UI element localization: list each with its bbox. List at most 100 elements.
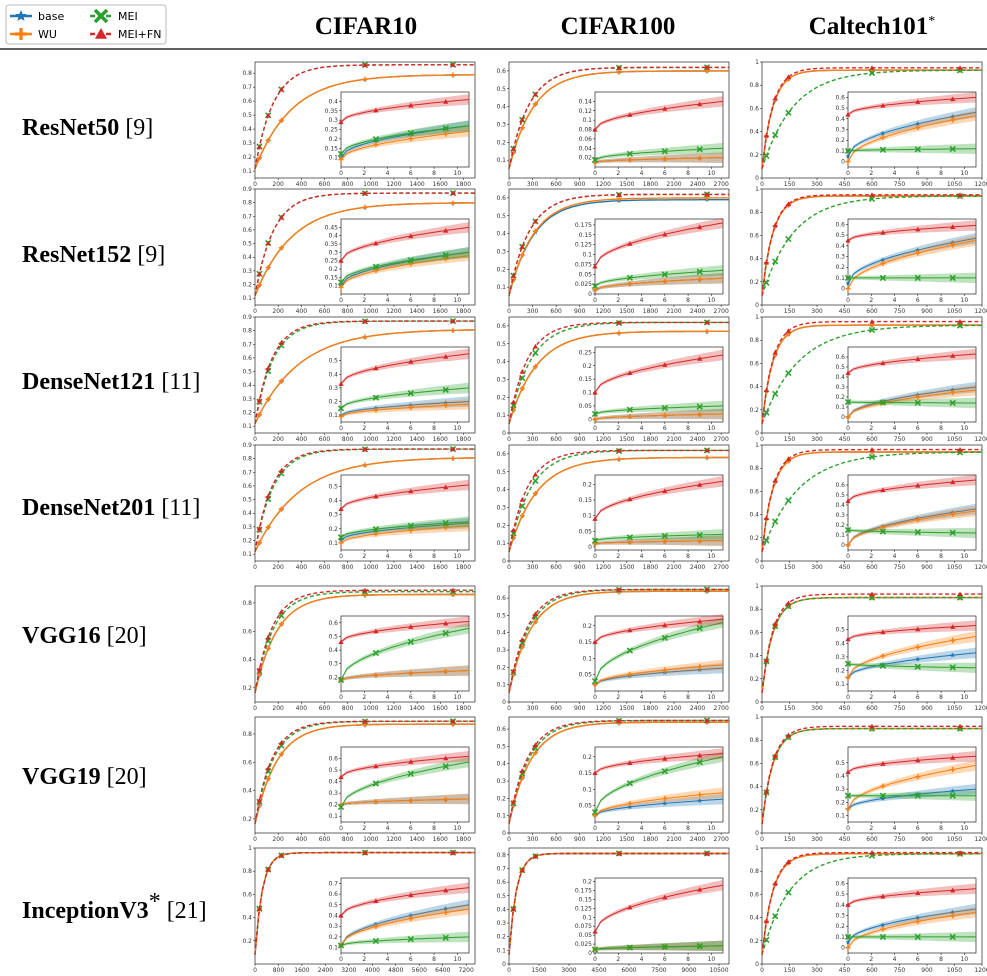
main-marker-meifn bbox=[256, 525, 262, 531]
inset-axis-xtick-label: 6 bbox=[663, 956, 667, 963]
main-axis-ytick-label: 0.6 bbox=[496, 68, 506, 75]
main-axis-xtick-label: 750 bbox=[894, 436, 906, 443]
inset-axis-ytick-label: 0 bbox=[841, 542, 845, 549]
inset-marker-meifn bbox=[373, 898, 379, 904]
inset-axis-xtick-label: 0 bbox=[339, 425, 343, 432]
inset-axis-ytick-label: 0.1 bbox=[328, 155, 338, 162]
main-axis-xtick-label: 200 bbox=[272, 436, 284, 443]
inset-marker-meifn bbox=[627, 760, 633, 765]
main-marker-meifn bbox=[362, 718, 368, 724]
main-axis-xtick-label: 750 bbox=[894, 705, 906, 712]
inset-marker-meifn bbox=[662, 362, 668, 367]
main-marker-meifn bbox=[957, 192, 963, 197]
main-axis-xtick-label: 1500 bbox=[531, 967, 546, 974]
main-axis-xtick-label: 750 bbox=[894, 308, 906, 315]
main-marker-mei bbox=[532, 349, 539, 357]
main-marker-meifn bbox=[772, 349, 778, 355]
inset-line-mei bbox=[340, 387, 470, 409]
inset-axis-xtick-label: 6 bbox=[916, 170, 920, 177]
inset-axis-ytick-label: 0.6 bbox=[835, 94, 845, 101]
inset-line-base bbox=[594, 798, 724, 816]
main-marker-meifn bbox=[278, 740, 284, 745]
main-marker-wu bbox=[256, 540, 262, 546]
inset-marker-wu bbox=[592, 416, 598, 422]
main-axis-ytick-label: 0 bbox=[502, 961, 506, 968]
inset-axis-xtick-label: 0 bbox=[339, 297, 343, 304]
main-axis-xtick-label: 0 bbox=[760, 436, 764, 443]
inset-axis-xtick-label: 10 bbox=[454, 553, 462, 560]
main-axis-ytick-label: 0.4 bbox=[496, 630, 506, 637]
inset-marker-meifn bbox=[443, 99, 449, 104]
main-axis-ytick-label: 0.4 bbox=[749, 512, 759, 519]
inset-band-mei bbox=[848, 527, 976, 539]
main-marker-wu bbox=[278, 506, 284, 512]
inset-marker-meifn bbox=[915, 626, 921, 632]
main-axis-xtick-label: 1000 bbox=[363, 836, 378, 843]
inset-axis-ytick-label: 0 bbox=[841, 945, 845, 952]
main-axis-xtick-label: 1000 bbox=[363, 308, 378, 315]
inset-marker-base bbox=[373, 528, 379, 534]
main-marker-meifn bbox=[362, 587, 368, 593]
inset-axis-frame bbox=[847, 218, 977, 295]
inset-marker-wu bbox=[443, 668, 449, 675]
inset-axis-xtick-label: 2 bbox=[362, 297, 366, 304]
main-axis-xtick-label: 1800 bbox=[643, 705, 658, 712]
inset-axis-ytick-label: 0.3 bbox=[328, 512, 338, 519]
inset-marker-meifn bbox=[915, 890, 921, 895]
main-axis-ytick-label: 0.6 bbox=[749, 760, 759, 767]
main-axis-xtick-label: 2400 bbox=[318, 967, 333, 974]
main-marker-wu bbox=[519, 385, 525, 392]
main-axis-ytick-label: 0.2 bbox=[749, 407, 759, 414]
main-marker-meifn bbox=[957, 65, 963, 70]
inset-axis-ytick-label: 0.1 bbox=[582, 786, 592, 793]
main-line-meifn bbox=[254, 192, 475, 296]
inset-axis-ytick-label: 0.45 bbox=[325, 224, 339, 231]
main-axis-ytick-label: 0.3 bbox=[496, 647, 506, 654]
inset-marker-base bbox=[443, 522, 449, 527]
legend-item-mei: MEI bbox=[90, 8, 138, 24]
inset-axis-xtick-label: 0 bbox=[339, 825, 343, 832]
inset-axis-xtick-label: 10 bbox=[708, 170, 716, 177]
main-axis-xtick-label: 900 bbox=[574, 705, 586, 712]
inset-marker-meifn bbox=[697, 101, 703, 107]
inset-marker-wu bbox=[845, 286, 851, 292]
inset-line-mei bbox=[340, 251, 470, 283]
main-marker-mei bbox=[763, 152, 770, 159]
main-marker-meifn bbox=[450, 446, 456, 452]
inset-axis-xtick-label: 4 bbox=[893, 170, 897, 177]
main-marker-meifn bbox=[772, 477, 778, 483]
main-axis-ytick-label: 0.4 bbox=[242, 126, 252, 133]
inset-marker-mei bbox=[591, 946, 599, 953]
main-marker-meifn bbox=[519, 768, 525, 773]
main-axis-xtick-label: 300 bbox=[811, 564, 823, 571]
inset-axis-ytick-label: 0.5 bbox=[835, 232, 845, 239]
main-axis-xtick-label: 300 bbox=[527, 705, 539, 712]
panel-r5-c2: 0 150 300 450 600 750 900 1050 1200 0 0.2 0.4 0.6 0.8… bbox=[749, 714, 987, 843]
main-axis-ytick-label: 0.4 bbox=[496, 487, 506, 494]
inset-marker-meifn bbox=[880, 102, 886, 108]
inset: 0 2 4 6 8 10 0.05 0.1 0.15 0.2 bbox=[579, 746, 724, 832]
inset-marker-mei bbox=[591, 156, 599, 164]
inset-marker-wu bbox=[373, 672, 379, 678]
main-axis-xtick-label: 1200 bbox=[974, 705, 987, 712]
inset-axis-ytick-label: 0.2 bbox=[328, 399, 338, 406]
inset-axis-xtick-label: 4 bbox=[640, 297, 644, 304]
inset-line-base bbox=[847, 111, 977, 157]
main-axis-xtick-label: 0 bbox=[760, 705, 764, 712]
main-marker-mei bbox=[772, 131, 779, 139]
inset-band-wu bbox=[341, 903, 469, 947]
inset-axis-xtick-label: 6 bbox=[409, 956, 413, 963]
inset-axis-ytick-label: 0.1 bbox=[582, 252, 592, 259]
inset-axis-ytick-label: 0.4 bbox=[835, 374, 845, 381]
main-marker-wu bbox=[450, 72, 456, 78]
main-marker-meifn bbox=[763, 132, 769, 138]
main-axis-ytick-label: 0.1 bbox=[242, 551, 252, 558]
main-axis-xtick-label: 600 bbox=[866, 308, 878, 315]
inset-marker-wu bbox=[662, 412, 668, 418]
inset-axis-xtick-label: 6 bbox=[663, 170, 667, 177]
main-axis-xtick-label: 1600 bbox=[294, 967, 309, 974]
inset-axis-xtick-label: 0 bbox=[846, 956, 850, 963]
inset-marker-meifn bbox=[592, 639, 598, 645]
inset-axis-ytick-label: 0.3 bbox=[835, 254, 845, 261]
